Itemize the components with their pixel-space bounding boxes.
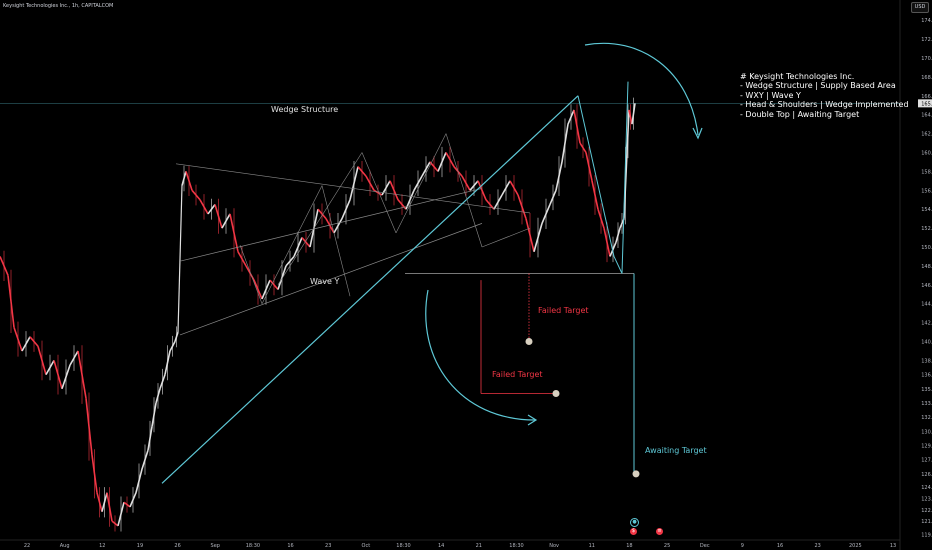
failed-target-label-1: Failed Target — [538, 306, 589, 315]
y-tick-label: 150.00 — [921, 245, 932, 251]
y-tick-label: 164.00 — [921, 113, 932, 119]
y-tick-label: 168.00 — [921, 75, 932, 81]
x-tick-label: Sep — [211, 543, 220, 549]
price-badge-text: 165.20 — [921, 101, 932, 107]
failed-target-label-2: Failed Target — [492, 370, 543, 379]
wave-y-label: Wave Y — [310, 277, 340, 286]
earnings-event-icon[interactable]: ● — [630, 518, 639, 527]
y-tick-label: 140.00 — [921, 340, 932, 346]
y-tick-label: 138.00 — [921, 358, 932, 364]
y-tick-label: 166.00 — [921, 94, 932, 100]
y-tick-label: 152.00 — [921, 226, 932, 232]
x-tick-label: 21 — [476, 543, 482, 549]
x-tick-label: 16 — [777, 543, 783, 549]
y-tick-label: 144.00 — [921, 302, 932, 308]
x-tick-label: 26 — [174, 543, 180, 549]
y-tick-label: 130.50 — [921, 429, 932, 435]
y-tick-label: 146.00 — [921, 283, 932, 289]
projection-arrow-bottom-head — [527, 414, 538, 426]
wxy-zigzag-line — [261, 185, 323, 304]
failed-target-2-marker — [552, 390, 560, 398]
x-tick-label: 23 — [325, 543, 331, 549]
notes-line: - Wedge Structure | Supply Based Area — [740, 81, 896, 91]
notes-title: # Keysight Technologies Inc. — [740, 72, 855, 81]
notes-line: - WXY | Wave Y — [740, 90, 801, 100]
price-candle — [177, 185, 183, 333]
y-tick-label: 133.50 — [921, 401, 932, 407]
failed-target-1-marker — [525, 338, 533, 346]
y-tick-label: 132.00 — [921, 415, 932, 421]
x-tick-label: 14 — [438, 543, 444, 549]
x-tick-label: 18:30 — [396, 543, 410, 549]
y-tick-label: 136.50 — [921, 373, 932, 379]
analysis-notes: # Keysight Technologies Inc. - Wedge Stru… — [740, 72, 909, 119]
x-tick-label: Dec — [700, 543, 710, 549]
wedge-inner-line — [175, 163, 531, 214]
y-tick-label: 142.00 — [921, 321, 932, 327]
x-tick-label: 2025 — [849, 543, 862, 549]
wave-structure-line — [395, 133, 447, 233]
x-tick-label: 16 — [287, 543, 293, 549]
y-tick-label: 158.00 — [921, 169, 932, 175]
rally-line — [621, 81, 629, 274]
y-tick-label: 148.00 — [921, 264, 932, 270]
y-tick-label: 126.00 — [921, 472, 932, 478]
projection-arrow-bottom — [425, 289, 536, 421]
x-tick-label: 23 — [815, 543, 821, 549]
y-tick-label: 160.00 — [921, 150, 932, 156]
currency-button[interactable]: USD — [911, 2, 929, 13]
x-tick-label: 18:30 — [246, 543, 260, 549]
x-tick-label: 22 — [24, 543, 30, 549]
notes-line: - Double Top | Awaiting Target — [740, 109, 860, 119]
y-tick-label: 129.00 — [921, 443, 932, 449]
rising-trendline — [161, 95, 579, 484]
wedge-upper-line — [179, 188, 483, 262]
wave-structure-line — [445, 133, 483, 248]
x-tick-label: 18 — [626, 543, 632, 549]
wxy-zigzag-line — [321, 185, 351, 297]
drop-line — [613, 256, 623, 274]
y-tick-label: 174.00 — [921, 18, 932, 24]
y-tick-label: 127.50 — [921, 458, 932, 464]
wave-structure-line — [361, 152, 397, 233]
y-tick-label: 156.00 — [921, 188, 932, 194]
y-tick-label: 154.00 — [921, 207, 932, 213]
projection-arrow-top — [584, 42, 699, 136]
y-tick-label: 172.00 — [921, 37, 932, 43]
y-tick-label: 124.60 — [921, 485, 932, 491]
x-tick-label: 13 — [890, 543, 896, 549]
projection-arrow-top-head — [692, 127, 703, 140]
wave-structure-line — [277, 152, 363, 285]
y-tick-label: 121.00 — [921, 519, 932, 525]
y-tick-label: 162.00 — [921, 132, 932, 138]
x-tick-label: 18:30 — [509, 543, 523, 549]
drop-line — [577, 95, 615, 257]
x-tick-label: Oct — [362, 543, 371, 549]
x-tick-label: Nov — [549, 543, 559, 549]
notes-line: - Head & Shoulders | Wedge Implemented — [740, 100, 909, 110]
x-tick-label: 25 — [664, 543, 670, 549]
symbol-title: Keysight Technologies Inc., 1h, CAPITALC… — [3, 3, 114, 9]
price-badge — [918, 99, 932, 108]
dividend-event-icon[interactable]: $ — [630, 528, 637, 535]
x-tick-label: 11 — [589, 543, 595, 549]
x-tick-label: Aug — [60, 543, 70, 549]
wave-structure-line — [481, 227, 531, 248]
y-tick-label: 135.00 — [921, 387, 932, 393]
awaiting-target-marker — [632, 470, 640, 478]
y-tick-label: 119.60 — [921, 532, 932, 538]
x-tick-label: 19 — [137, 543, 143, 549]
y-tick-label: 123.40 — [921, 496, 932, 502]
wxy-zigzag-line — [239, 245, 263, 304]
y-tick-label: 170.00 — [921, 56, 932, 62]
awaiting-target-label: Awaiting Target — [645, 446, 707, 455]
wedge-structure-label: Wedge Structure — [271, 105, 339, 114]
x-tick-label: 12 — [99, 543, 105, 549]
y-tick-label: 122.20 — [921, 508, 932, 514]
news-event-icon[interactable]: ≡ — [656, 528, 663, 535]
x-tick-label: 9 — [741, 543, 744, 549]
wedge-lower-line — [179, 223, 483, 336]
